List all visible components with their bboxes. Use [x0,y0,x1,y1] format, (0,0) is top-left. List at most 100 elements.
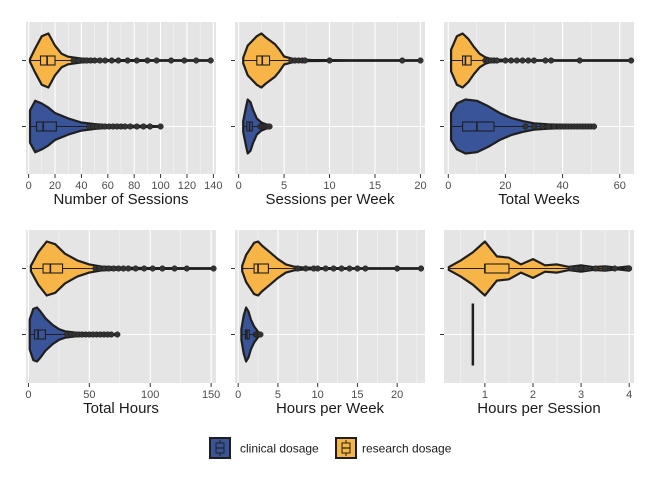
outlier-point [525,57,532,64]
outlier-point [146,123,154,130]
violin-research [450,32,635,89]
outlier-point [207,57,214,64]
x-tick-label: 60 [614,180,626,192]
outlier-point [102,57,109,64]
violin-clinical [242,98,273,155]
outlier-point [127,123,134,130]
x-tick-label: 120 [178,180,196,192]
x-tick-label: 0 [236,180,242,192]
outlier-point [330,265,337,272]
outlier-point [115,57,122,64]
x-tick-label: 60 [102,180,114,192]
box [42,263,64,274]
x-tick-label: 20 [414,180,426,192]
panel-2: 0 5 10 15 20 Sessions per Week [231,22,427,208]
outlier-point [108,57,115,64]
outlier-point [502,57,509,64]
outlier-point [628,57,635,64]
x-axis-title: Total Hours [83,400,159,417]
x-axis-title: Number of Sessions [53,191,188,208]
outlier-point [417,57,424,64]
x-axis-title: Hours per Session [477,400,600,417]
outlier-point [545,123,552,130]
outlier-point [576,57,583,64]
x-tick-label: 2 [530,389,536,401]
x-tick-label: 140 [204,180,222,192]
outlier-point [157,123,164,130]
x-tick-label: 10 [323,180,335,192]
outlier-point [417,265,425,272]
x-tick-label: 5 [275,389,281,401]
outlier-point [346,265,353,272]
legend-label: clinical dosage [240,442,319,456]
outlier-point [508,57,515,64]
x-tick-label: 40 [556,180,568,192]
legend-item-research: research dosage [335,437,452,459]
outlier-point [181,57,188,64]
x-tick-label: 1 [482,389,488,401]
outlier-point [522,123,529,130]
outlier-point [302,265,309,272]
x-tick-label: 3 [578,389,584,401]
box [484,263,510,274]
outlier-point [626,265,633,272]
x-tick-label: 10 [312,389,324,401]
x-tick-label: 0 [26,180,32,192]
outlier-point [326,57,333,64]
x-tick-label: 0 [445,180,451,192]
outlier-point [542,57,549,64]
x-tick-label: 4 [626,389,632,401]
outlier-point [322,265,329,272]
outlier-point [266,123,273,130]
outlier-point [125,265,132,272]
x-axis-title: Hours per Week [276,400,385,417]
violin-clinical [240,306,264,363]
box [462,121,495,132]
legend: clinical dosage research dosage [209,437,452,459]
violin-research [28,32,214,89]
outlier-point [399,57,406,64]
x-axis-title: Sessions per Week [266,191,395,208]
outlier-point [602,265,609,272]
panel-3: 0 20 40 60 Total Weeks [440,22,635,208]
panel-5: 0 5 10 15 20 Hours per Week [231,230,425,417]
outlier-point [530,57,538,64]
outlier-point [513,57,520,64]
x-tick-label: 150 [202,389,220,401]
box [253,263,269,274]
panel-1: 0 20 40 60 80 100 120 140 Number of Sessions [22,22,223,208]
panel-6: 1 2 3 4 Hours per Session [440,230,634,417]
outlier-point [257,331,264,338]
outlier-point [550,123,558,130]
outlier-point [124,57,131,64]
outlier-point [114,331,121,338]
x-tick-label: 20 [49,180,61,192]
outlier-point [159,265,166,272]
violin-clinical [28,306,121,363]
x-tick-label: 20 [391,389,403,401]
violin-research [241,240,425,297]
box [36,121,57,132]
outlier-point [493,57,500,64]
violin-research [447,240,633,297]
x-axis-title: Total Weeks [498,191,579,208]
legend-item-clinical: clinical dosage [209,437,319,459]
outlier-point [140,123,147,130]
outlier-point [548,57,555,64]
outlier-point [96,57,103,64]
outlier-point [294,265,301,272]
outlier-point [70,57,77,64]
outlier-point [193,57,200,64]
violin-research [29,240,217,297]
violin-clinical [450,98,598,155]
box [33,329,47,340]
outlier-point [338,265,345,272]
violin-research [242,32,424,89]
x-tick-label: 100 [141,389,159,401]
outlier-point [108,331,115,338]
outlier-point [314,265,321,272]
x-tick-label: 15 [369,180,381,192]
outlier-point [354,265,361,272]
outlier-point [592,265,599,272]
